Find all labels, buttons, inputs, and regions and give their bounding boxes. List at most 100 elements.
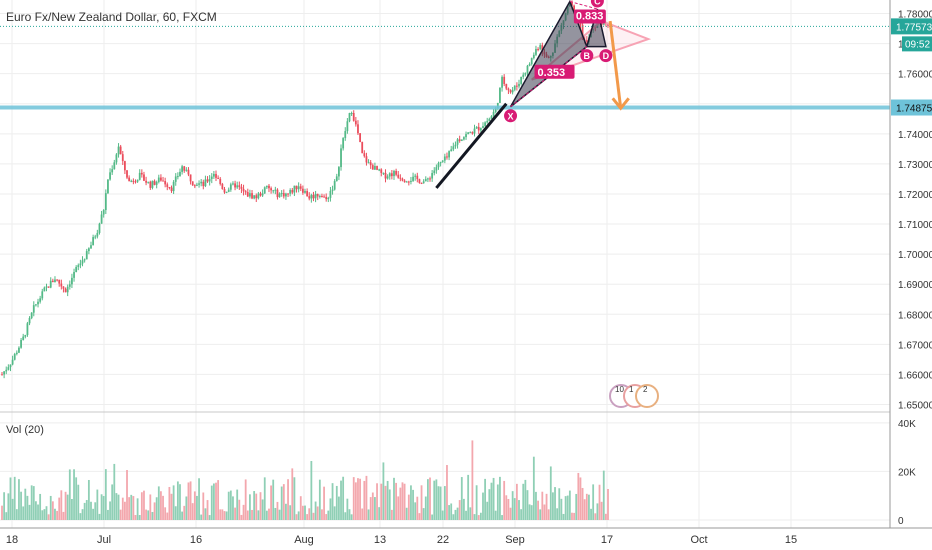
volume-bar bbox=[30, 485, 33, 520]
volume-tick-label: 0 bbox=[898, 516, 904, 527]
volume-bar bbox=[272, 479, 275, 520]
volume-bar bbox=[528, 504, 531, 520]
volume-bar bbox=[183, 505, 186, 520]
candle-body bbox=[505, 83, 508, 89]
candle-body bbox=[20, 339, 22, 348]
candle-body bbox=[581, 24, 584, 40]
volume-bar bbox=[583, 499, 586, 520]
volume-bar bbox=[562, 513, 565, 520]
candle-body bbox=[367, 162, 370, 164]
candle-body bbox=[382, 172, 385, 174]
volume-bar bbox=[240, 514, 243, 520]
candle-body bbox=[416, 175, 419, 180]
candle-body bbox=[437, 163, 440, 168]
candle-body bbox=[215, 173, 217, 178]
volume-bar bbox=[467, 474, 470, 520]
volume-bar bbox=[388, 489, 391, 520]
candlesticks bbox=[1, 0, 609, 379]
candle-body bbox=[310, 194, 313, 199]
volume-bar bbox=[111, 484, 114, 520]
candle-body bbox=[164, 181, 167, 185]
candle-body bbox=[507, 88, 510, 91]
candle-body bbox=[280, 193, 283, 195]
volume-bar bbox=[327, 510, 330, 520]
candle-body bbox=[278, 193, 281, 198]
volume-bar bbox=[92, 508, 95, 520]
last-price-label: 1.77573 bbox=[896, 22, 932, 33]
candle-body bbox=[202, 181, 205, 187]
volume-bar bbox=[575, 493, 578, 520]
candle-body bbox=[265, 185, 268, 188]
volume-bar bbox=[484, 478, 487, 520]
candle-body bbox=[157, 177, 160, 182]
candle-body bbox=[573, 5, 575, 13]
candle-body bbox=[212, 173, 215, 177]
volume-bar bbox=[100, 494, 103, 520]
volume-bar bbox=[318, 479, 321, 520]
candle-body bbox=[390, 173, 393, 177]
volume-bar bbox=[490, 482, 493, 520]
volume-bar bbox=[43, 509, 46, 520]
volume-bar bbox=[285, 503, 287, 520]
volume-bar bbox=[513, 498, 516, 520]
pattern-point-label: X bbox=[508, 111, 514, 121]
candle-body bbox=[179, 171, 181, 177]
volume-bar bbox=[107, 509, 109, 520]
candle-body bbox=[414, 175, 417, 177]
candle-body bbox=[30, 312, 33, 319]
time-tick-label: 18 bbox=[6, 534, 18, 546]
volume-bar bbox=[365, 475, 368, 520]
candle-body bbox=[405, 181, 408, 183]
volume-bar bbox=[399, 487, 402, 520]
candle-body bbox=[327, 197, 330, 200]
candle-body bbox=[115, 154, 118, 163]
candle-body bbox=[210, 176, 213, 179]
volume-bar bbox=[522, 483, 525, 520]
volume-bar bbox=[524, 479, 527, 520]
volume-bar bbox=[208, 515, 211, 520]
candle-body bbox=[138, 172, 141, 180]
volume-bar bbox=[297, 511, 300, 520]
volume-bar bbox=[308, 508, 311, 520]
volume-bar bbox=[374, 497, 376, 520]
volume-bar bbox=[54, 508, 56, 520]
candle-body bbox=[418, 179, 421, 183]
candle-body bbox=[448, 151, 450, 158]
volume-bar bbox=[185, 496, 188, 520]
candle-body bbox=[501, 76, 503, 88]
candle-body bbox=[331, 189, 334, 192]
volume-bar bbox=[83, 502, 86, 520]
volume-bar bbox=[1, 505, 3, 520]
volume-bar bbox=[176, 481, 179, 520]
volume-bar bbox=[229, 490, 232, 520]
candle-body bbox=[308, 196, 311, 199]
time-tick-label: Oct bbox=[690, 534, 707, 546]
volume-bar bbox=[494, 510, 497, 520]
candle-body bbox=[435, 167, 438, 171]
candle-body bbox=[376, 166, 378, 170]
candle-body bbox=[217, 177, 220, 179]
candle-body bbox=[234, 183, 236, 188]
volume-bar bbox=[39, 493, 42, 520]
candle-body bbox=[431, 173, 434, 179]
volume-bar bbox=[22, 506, 25, 520]
volume-bar bbox=[367, 509, 370, 520]
volume-bar bbox=[291, 468, 294, 520]
volume-bar bbox=[488, 489, 491, 520]
candle-body bbox=[520, 76, 523, 84]
candle-body bbox=[515, 85, 518, 87]
volume-bar bbox=[600, 501, 603, 520]
candle-body bbox=[386, 176, 389, 179]
candle-body bbox=[187, 169, 190, 175]
volume-bar bbox=[32, 486, 35, 520]
candle-body bbox=[43, 287, 46, 292]
price-tick-label: 1.70000 bbox=[898, 250, 932, 261]
volume-bar bbox=[278, 509, 281, 520]
candle-body bbox=[56, 279, 58, 281]
volume-bar bbox=[51, 501, 54, 520]
volume-bar bbox=[26, 495, 29, 520]
candle-body bbox=[236, 185, 239, 188]
candle-body bbox=[365, 156, 368, 163]
